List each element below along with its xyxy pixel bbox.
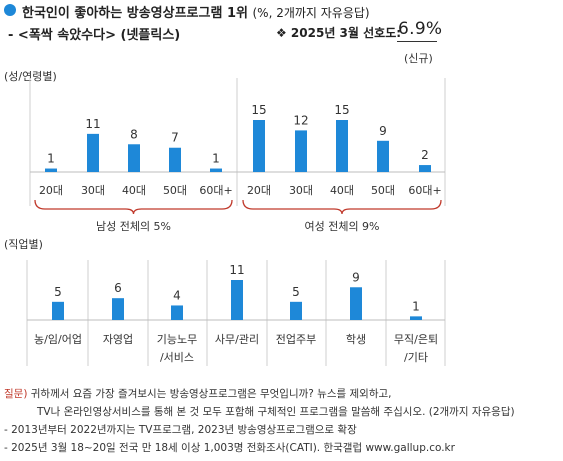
tick-label-0-3: 50대	[163, 184, 187, 197]
bar-0-1	[87, 133, 99, 172]
bar-1-1	[295, 130, 307, 172]
data-label-1-3: 9	[379, 124, 387, 138]
bar-6	[410, 316, 422, 320]
page-title: 한국인이 좋아하는 방송영상프로그램 1위 (%, 2개까지 자유응답)	[22, 6, 370, 21]
bar-4	[290, 301, 302, 320]
bar-0-4	[210, 168, 222, 172]
data-label-0-0: 1	[47, 152, 55, 166]
bar-1-2	[336, 120, 348, 172]
title-bullet-icon	[4, 4, 16, 16]
tick-label-1-1: 30대	[289, 184, 313, 197]
tick-label-5: 학생	[346, 333, 366, 346]
bar-1-0	[253, 120, 265, 172]
tick-label-1-0: 20대	[247, 184, 271, 197]
group-bracket-1	[242, 199, 442, 215]
tick-label-1: 자영업	[103, 333, 133, 346]
data-label-0-2: 8	[130, 127, 138, 141]
footnote-2: - 2025년 3월 18~20일 전국 만 18세 이상 1,003명 전화조…	[4, 442, 455, 454]
group-label-0: 남성 전체의 5%	[96, 220, 171, 233]
data-label-0-4: 1	[212, 152, 220, 166]
data-label-2: 4	[173, 288, 181, 302]
tick-label-0-4: 60대+	[199, 184, 232, 197]
preference-label: ❖ 2025년 3월 선호도:	[276, 26, 402, 40]
data-label-1-0: 15	[251, 103, 266, 117]
tick-label-0-0: 20대	[39, 184, 63, 197]
data-label-0-1: 11	[85, 117, 100, 131]
tick-label-4: 전업주부	[276, 333, 316, 346]
data-label-6: 1	[412, 299, 420, 313]
data-label-1-2: 15	[334, 103, 349, 117]
group-label-1: 여성 전체의 9%	[304, 220, 379, 233]
tick-label-2: 기능노무/서비스	[157, 333, 197, 364]
chart2-axis-title: (직업별)	[4, 238, 43, 251]
preference-underline	[397, 41, 437, 42]
data-label-0: 5	[54, 285, 62, 299]
tick-label-0-1: 30대	[81, 184, 105, 197]
footnote-1: - 2013년부터 2022년까지는 TV프로그램, 2023년 방송영상프로그…	[4, 424, 357, 436]
preference-value: 6.9%	[398, 19, 443, 39]
data-label-4: 5	[292, 285, 300, 299]
bar-1	[112, 298, 124, 320]
preference-note: (신규)	[404, 52, 433, 65]
bar-5	[350, 287, 362, 320]
bar-0	[52, 301, 64, 320]
tick-label-1-2: 40대	[330, 184, 354, 197]
tick-label-0-2: 40대	[122, 184, 146, 197]
bar-0-2	[128, 144, 140, 172]
group-bracket-0	[34, 199, 233, 215]
bar-1-4	[419, 165, 431, 172]
question-line-1: 질문) 귀하께서 요즘 가장 즐겨보시는 방송영상프로그램은 무엇입니까? 뉴스…	[4, 388, 392, 400]
data-label-1-4: 2	[421, 148, 429, 162]
program-subtitle: - <폭싹 속았수다> (넷플릭스)	[8, 28, 181, 43]
question-line-2: TV나 온라인영상서비스를 통해 본 것 모두 포함해 구체적인 프로그램을 말…	[37, 406, 515, 418]
title-note: (%, 2개까지 자유응답)	[252, 6, 370, 20]
data-label-1-1: 12	[293, 113, 308, 127]
question-label: 질문)	[4, 388, 28, 400]
tick-label-1-4: 60대+	[408, 184, 441, 197]
chart1-axis-title: (성/연령별)	[4, 70, 57, 83]
age-gender-bar-chart: 1 20대 11 30대 8 40대 7 50대 1 60대+ 남성 전체의 5% 15 20대 12 30…	[29, 78, 446, 233]
data-label-1: 6	[114, 281, 122, 295]
data-label-5: 9	[352, 270, 360, 284]
tick-label-1-3: 50대	[371, 184, 395, 197]
tick-label-3: 사무/관리	[215, 333, 259, 346]
bar-2	[171, 305, 183, 320]
bar-3	[231, 280, 243, 320]
tick-label-0: 농/임/어업	[34, 333, 82, 346]
data-label-0-3: 7	[171, 131, 179, 145]
bar-0-0	[45, 168, 57, 172]
tick-label-6: 무직/은퇴/기타	[394, 333, 438, 364]
occupation-bar-chart: 5 농/임/어업 6 자영업 4 기능노무/서비스 11 사무/관리 5 전업주부 9 학생 1 무직/은…	[26, 260, 446, 366]
bar-1-3	[377, 140, 389, 172]
data-label-3: 11	[229, 263, 244, 277]
bar-0-3	[169, 147, 181, 172]
